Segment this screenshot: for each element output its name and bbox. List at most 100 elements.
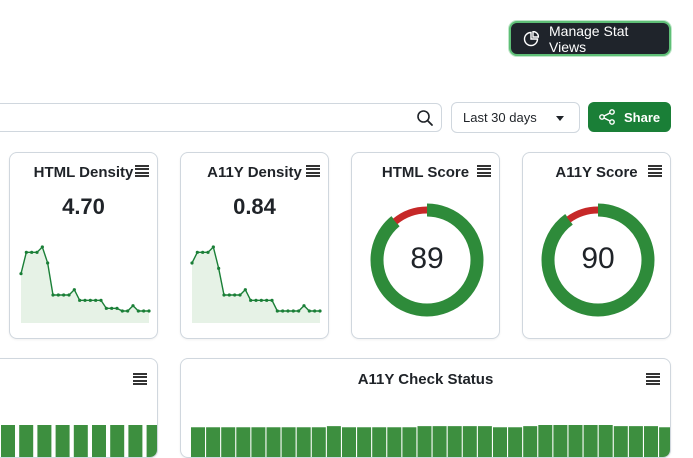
sparkline-point xyxy=(259,298,263,302)
html-density-sparkline xyxy=(19,245,151,323)
sparkline-point xyxy=(206,250,210,254)
a11y-check-status-bar-chart xyxy=(191,425,670,457)
a11y-density-sparkline xyxy=(190,245,322,323)
sparkline-point xyxy=(115,306,119,310)
sparkline-point xyxy=(19,272,23,276)
a11y-score-gauge: 90 xyxy=(539,201,657,319)
sparkline-point xyxy=(46,261,50,265)
sparkline-point xyxy=(94,298,98,302)
bar xyxy=(73,425,88,457)
sparkline-point xyxy=(62,293,66,297)
bar xyxy=(372,427,387,457)
sparkline-point xyxy=(222,293,226,297)
bar xyxy=(206,427,221,457)
bar xyxy=(387,427,402,457)
bar xyxy=(598,425,613,457)
bar xyxy=(110,425,125,457)
date-range-select[interactable]: Last 30 days xyxy=(451,102,580,133)
hamburger-menu-icon[interactable] xyxy=(646,373,660,385)
a11y-score-card: A11Y Score 90 xyxy=(522,152,671,339)
sparkline-point xyxy=(35,250,39,254)
html-score-gauge: 89 xyxy=(368,201,486,319)
bar xyxy=(326,426,341,457)
card-title: HTML Score xyxy=(381,164,470,181)
bar xyxy=(462,426,477,457)
sparkline-point xyxy=(67,293,71,297)
bar xyxy=(37,425,52,457)
bar xyxy=(1,425,15,457)
sparkline-point xyxy=(51,293,55,297)
sparkline-point xyxy=(126,309,130,313)
manage-stat-views-button[interactable]: Manage Stat Views xyxy=(509,21,671,56)
bar xyxy=(628,426,643,457)
card-title: A11Y Check Status xyxy=(357,371,494,388)
bar xyxy=(146,425,157,457)
bar xyxy=(583,425,598,457)
bar xyxy=(191,427,205,457)
sparkline-point xyxy=(217,266,221,270)
a11y-check-status-card: A11Y Check Status xyxy=(180,358,671,458)
sparkline-point xyxy=(99,298,103,302)
sparkline-point xyxy=(238,293,242,297)
hamburger-menu-icon[interactable] xyxy=(133,373,147,385)
html-score-card: HTML Score 89 xyxy=(351,152,500,339)
manage-stat-views-label: Manage Stat Views xyxy=(549,22,629,55)
search-input[interactable] xyxy=(5,104,415,131)
sparkline-point xyxy=(30,250,34,254)
sparkline-point xyxy=(243,288,247,292)
sparkline-point xyxy=(72,288,76,292)
bar xyxy=(493,427,507,457)
sparkline-point xyxy=(190,261,194,265)
bar xyxy=(342,427,356,457)
bar xyxy=(311,427,326,457)
bar xyxy=(92,425,106,457)
card-value: 0.84 xyxy=(233,194,276,219)
a11y-density-card: A11Y Density 0.84 xyxy=(180,152,329,339)
search-icon[interactable] xyxy=(416,109,434,127)
hamburger-menu-icon[interactable] xyxy=(477,165,491,177)
sparkline-area xyxy=(192,247,320,323)
sparkline-point xyxy=(227,293,231,297)
sparkline-point xyxy=(120,309,124,313)
bar xyxy=(523,426,538,457)
hamburger-menu-icon[interactable] xyxy=(135,165,149,177)
card-title: A11Y Score xyxy=(555,164,638,181)
bar xyxy=(251,427,266,457)
sparkline-point xyxy=(307,309,311,313)
bar xyxy=(357,427,372,457)
sparkline-point xyxy=(78,298,82,302)
bar xyxy=(477,426,492,457)
share-label: Share xyxy=(624,109,661,125)
bar xyxy=(644,426,658,457)
sparkline-point xyxy=(136,309,140,313)
card-value: 4.70 xyxy=(62,194,105,219)
share-icon xyxy=(599,109,615,125)
search-field[interactable] xyxy=(0,103,442,132)
card-title: HTML Density xyxy=(33,164,134,181)
bar xyxy=(296,427,311,457)
sparkline-point xyxy=(131,304,135,308)
bar xyxy=(659,427,670,457)
sparkline-point xyxy=(56,293,60,297)
sparkline-area xyxy=(21,247,149,323)
bar xyxy=(613,426,628,457)
sparkline-point xyxy=(286,309,290,313)
bar xyxy=(128,425,143,457)
sparkline-point xyxy=(40,245,44,249)
sparkline-point xyxy=(201,250,205,254)
share-button[interactable]: Share xyxy=(588,102,671,132)
bar xyxy=(538,425,553,457)
date-range-value: Last 30 days xyxy=(463,110,537,125)
hamburger-menu-icon[interactable] xyxy=(306,165,320,177)
sparkline-point xyxy=(110,306,114,310)
sparkline-point xyxy=(270,298,274,302)
sparkline-point xyxy=(275,309,279,313)
sparkline-point xyxy=(211,245,215,249)
hamburger-menu-icon[interactable] xyxy=(648,165,662,177)
bar xyxy=(402,427,417,457)
sparkline-point xyxy=(265,298,269,302)
bar xyxy=(568,425,583,457)
sparkline-point xyxy=(313,309,317,313)
sparkline-point xyxy=(233,293,237,297)
pie-chart-icon xyxy=(523,30,539,47)
